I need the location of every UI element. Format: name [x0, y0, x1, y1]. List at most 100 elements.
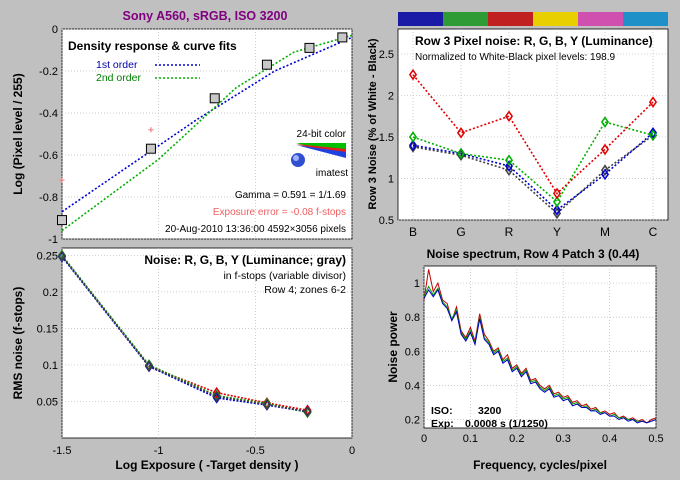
spectrum-x-axis-label: Frequency, cycles/pixel: [473, 458, 607, 472]
noise-marker-Y: [303, 405, 312, 418]
pixel-noise-title: Row 3 Pixel noise: R, G, B, Y (Luminance…: [415, 34, 653, 48]
pixel-noise-marker-G: [456, 147, 466, 160]
density-measured-point: [261, 59, 272, 70]
spectrum-y-tick-label: 1: [414, 278, 420, 290]
pixel-noise-marker-G: [600, 116, 610, 128]
noise-marker-Y: [57, 250, 67, 262]
noise-grid: [61, 248, 353, 438]
pixel-noise-marker-Y: [600, 164, 610, 176]
spectrum-title: Noise spectrum, Row 4 Patch 3 (0.44): [427, 247, 640, 261]
pixel-noise-marker-R: [600, 143, 610, 156]
noise-y-tick-label: 0.25: [37, 250, 58, 262]
density-y-tick-label: -1: [48, 234, 58, 246]
pixel-noise-chart: B G R Y M C 0.5 1 1.5 2 2.5 Row 3 Pixel noise: R, …: [367, 12, 669, 239]
pixel-noise-line-R: [412, 74, 654, 195]
density-response-chart: 0 -0.2 -0.4 -0.6 -0.8 -1 Density response & c…: [11, 24, 353, 246]
pixel-noise-y-tick-label: 0.5: [379, 215, 394, 227]
density-measured-point: [57, 215, 67, 226]
pixel-noise-marks: [408, 68, 658, 220]
noise-annotation-1: in f-stops (variable divisor): [223, 270, 346, 282]
pixel-noise-marker-R: [456, 126, 466, 139]
color-patch: [623, 12, 668, 26]
legend-2nd-order-label: 2nd order: [96, 72, 141, 84]
spectrum-x-tick-label: 0.5: [648, 433, 663, 445]
noise-y-tick-label: 0.2: [43, 287, 58, 299]
spectrum-ticks: 0 0.1 0.2 0.3 0.4 0.5 0.2 0.4 0.6 0.8 1: [405, 278, 664, 445]
color-patch: [533, 12, 578, 26]
spectrum-x-tick-label: 0.4: [602, 433, 617, 445]
figure-title: Sony A560, sRGB, ISO 3200: [123, 9, 288, 23]
noise-marker-Y: [144, 359, 154, 372]
color-patch-strip: [398, 12, 668, 26]
spectrum-plot-area: [423, 265, 657, 429]
gamma-readout: Gamma = 0.591 = 1/1.69: [235, 190, 347, 201]
spectrum-y-axis-label: Noise power: [386, 311, 400, 383]
color-patch: [443, 12, 488, 26]
noise-marker-Y: [262, 398, 271, 411]
density-measured-point: [145, 143, 156, 154]
pixel-noise-y-tick-label: 1.5: [379, 132, 394, 144]
spectrum-line-B: [423, 288, 657, 424]
imatest-logo: [291, 143, 346, 167]
pixel-noise-marker-B: [552, 204, 562, 216]
pixel-noise-category-label: C: [649, 225, 658, 239]
noise-y-tick-label: 0.05: [37, 396, 58, 408]
pixel-noise-ticks: B G R Y M C 0.5 1 1.5 2 2.5: [379, 49, 658, 239]
density-secondary-point: [59, 177, 65, 183]
noise-x-tick-label: -0.5: [246, 445, 265, 457]
density-y-tick-label: -0.4: [39, 108, 58, 120]
pixel-noise-subtitle: Normalized to White-Black pixel levels: …: [415, 52, 616, 63]
pixel-noise-category-label: Y: [553, 225, 561, 239]
noise-marker-B: [212, 391, 221, 404]
spectrum-y-tick-label: 0.4: [405, 380, 420, 392]
spectrum-line-G: [423, 285, 657, 424]
noise-marker-Y: [212, 390, 221, 403]
noise-ticks: -1.5 -1 -0.5 0 0.05 0.1 0.15 0.2 0.25: [37, 250, 355, 457]
noise-plot-area: [61, 247, 353, 439]
capture-info: 20-Aug-2010 13:36:00 4592×3056 pixels: [165, 224, 346, 235]
color-patch: [578, 12, 623, 26]
density-y-tick-label: -0.2: [39, 66, 58, 78]
noise-x-tick-label: -1: [154, 445, 164, 457]
pixel-noise-category-label: R: [505, 225, 514, 239]
pixel-noise-y-tick-label: 2.5: [379, 49, 394, 61]
fit-1st-order-line: [61, 36, 353, 213]
pixel-noise-category-label: M: [600, 225, 610, 239]
color-patch: [488, 12, 533, 26]
density-marks: [57, 32, 353, 232]
iso-value: 3200: [478, 405, 502, 417]
pixel-noise-marker-G: [552, 195, 562, 208]
density-plot-area: [61, 28, 353, 240]
pixel-noise-marker-B: [408, 139, 418, 152]
density-y-tick-label: 0: [52, 24, 58, 36]
pixel-noise-grid: [398, 29, 668, 221]
spectrum-x-tick-label: 0.3: [556, 433, 571, 445]
noise-line-R: [61, 255, 308, 411]
noise-title: Noise: R, G, B, Y (Luminance; gray): [144, 253, 346, 267]
density-measured-point: [304, 42, 315, 53]
density-measured-point: [209, 93, 220, 104]
pixel-noise-marker-R: [408, 68, 418, 81]
legend-1st-order-label: 1st order: [96, 59, 138, 71]
spectrum-y-tick-label: 0.2: [405, 414, 420, 426]
density-secondary-point: [148, 127, 154, 133]
logo-text: imatest: [316, 168, 348, 179]
density-grid: [61, 28, 353, 240]
pixel-noise-category-label: G: [456, 225, 465, 239]
exposure-label: Exp:: [431, 418, 454, 430]
noise-y-tick-label: 0.1: [43, 360, 58, 372]
pixel-noise-marker-Y: [408, 141, 418, 153]
noise-x-tick-label: -1.5: [53, 445, 72, 457]
pixel-noise-y-axis-label: Row 3 Noise (% of White - Black): [367, 38, 379, 209]
noise-marker-R: [303, 404, 312, 417]
noise-y-axis-label: RMS noise (f-stops): [11, 287, 25, 400]
noise-x-axis-label: Log Exposure ( -Target density ): [115, 458, 298, 472]
density-y-tick-label: -0.8: [39, 192, 58, 204]
pixel-noise-marker-B: [504, 160, 514, 172]
pixel-noise-marker-R: [648, 96, 658, 108]
density-y-tick-label: -0.6: [39, 150, 58, 162]
spectrum-x-tick-label: 0: [421, 433, 427, 445]
pixel-noise-line-G: [412, 121, 654, 203]
noise-vs-exposure-chart: -1.5 -1 -0.5 0 0.05 0.1 0.15 0.2 0.25 Noise: R, …: [11, 247, 355, 472]
